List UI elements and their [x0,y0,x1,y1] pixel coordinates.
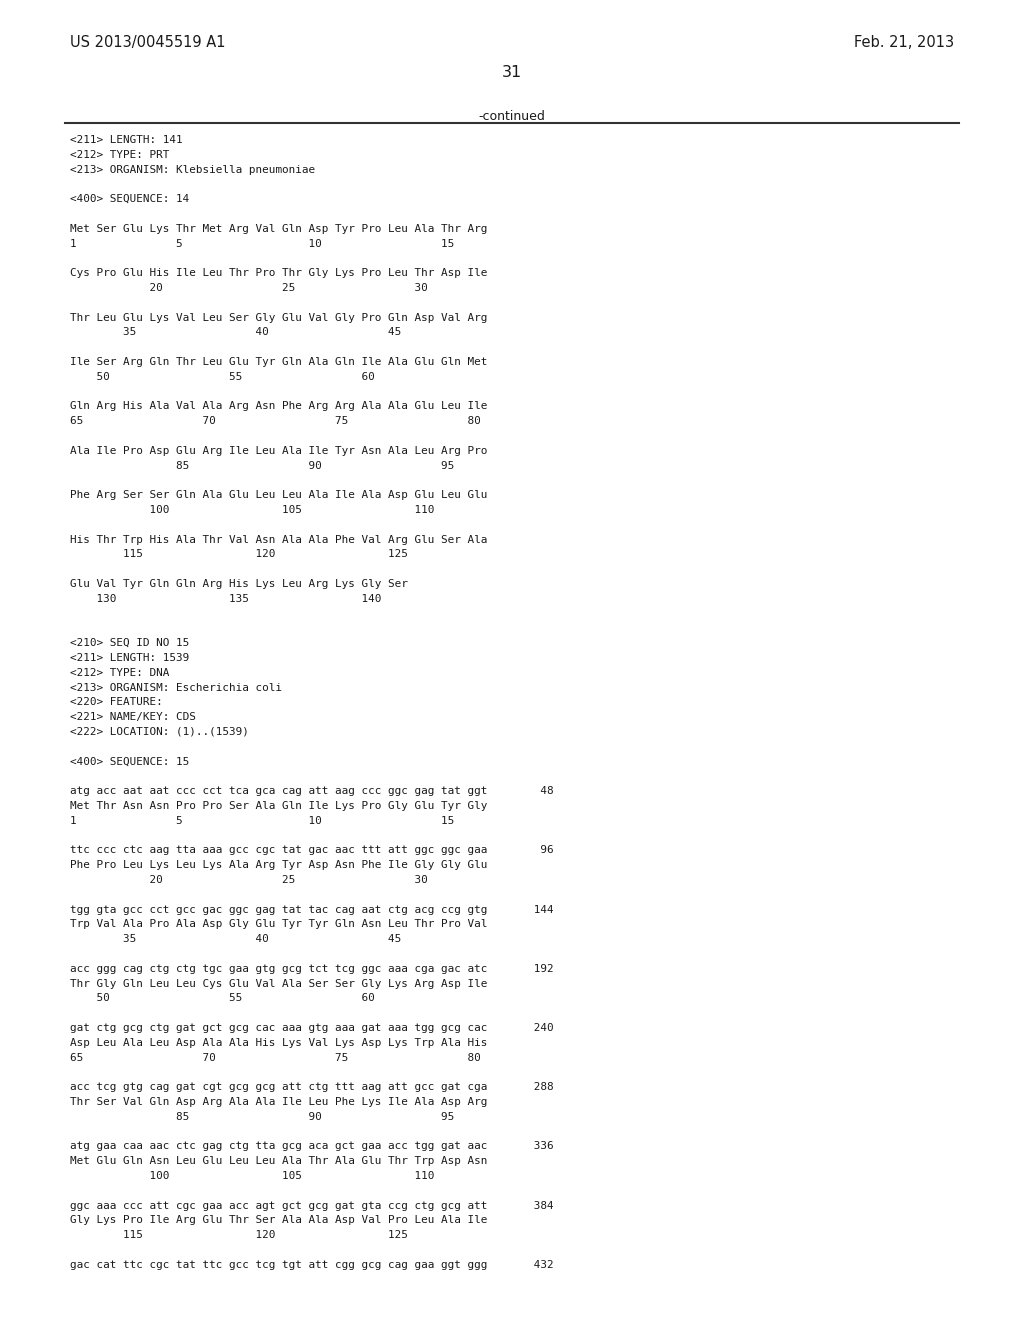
Text: <400> SEQUENCE: 14: <400> SEQUENCE: 14 [70,194,189,205]
Text: <212> TYPE: PRT: <212> TYPE: PRT [70,149,169,160]
Text: Gln Arg His Ala Val Ala Arg Asn Phe Arg Arg Ala Ala Glu Leu Ile: Gln Arg His Ala Val Ala Arg Asn Phe Arg … [70,401,487,412]
Text: <210> SEQ ID NO 15: <210> SEQ ID NO 15 [70,638,189,648]
Text: 65                  70                  75                  80: 65 70 75 80 [70,1052,480,1063]
Text: Met Thr Asn Asn Pro Pro Ser Ala Gln Ile Lys Pro Gly Glu Tyr Gly: Met Thr Asn Asn Pro Pro Ser Ala Gln Ile … [70,801,487,810]
Text: 130                 135                 140: 130 135 140 [70,594,381,603]
Text: <221> NAME/KEY: CDS: <221> NAME/KEY: CDS [70,713,196,722]
Text: tgg gta gcc cct gcc gac ggc gag tat tac cag aat ctg acg ccg gtg       144: tgg gta gcc cct gcc gac ggc gag tat tac … [70,904,554,915]
Text: 100                 105                 110: 100 105 110 [70,1171,434,1181]
Text: Ile Ser Arg Gln Thr Leu Glu Tyr Gln Ala Gln Ile Ala Glu Gln Met: Ile Ser Arg Gln Thr Leu Glu Tyr Gln Ala … [70,356,487,367]
Text: 20                  25                  30: 20 25 30 [70,875,428,884]
Text: 85                  90                  95: 85 90 95 [70,1111,455,1122]
Text: Met Glu Gln Asn Leu Glu Leu Leu Ala Thr Ala Glu Thr Trp Asp Asn: Met Glu Gln Asn Leu Glu Leu Leu Ala Thr … [70,1156,487,1166]
Text: ttc ccc ctc aag tta aaa gcc cgc tat gac aac ttt att ggc ggc gaa        96: ttc ccc ctc aag tta aaa gcc cgc tat gac … [70,845,554,855]
Text: Feb. 21, 2013: Feb. 21, 2013 [854,36,954,50]
Text: Glu Val Tyr Gln Gln Arg His Lys Leu Arg Lys Gly Ser: Glu Val Tyr Gln Gln Arg His Lys Leu Arg … [70,579,408,589]
Text: acc tcg gtg cag gat cgt gcg gcg att ctg ttt aag att gcc gat cga       288: acc tcg gtg cag gat cgt gcg gcg att ctg … [70,1082,554,1092]
Text: atg gaa caa aac ctc gag ctg tta gcg aca gct gaa acc tgg gat aac       336: atg gaa caa aac ctc gag ctg tta gcg aca … [70,1142,554,1151]
Text: His Thr Trp His Ala Thr Val Asn Ala Ala Phe Val Arg Glu Ser Ala: His Thr Trp His Ala Thr Val Asn Ala Ala … [70,535,487,545]
Text: acc ggg cag ctg ctg tgc gaa gtg gcg tct tcg ggc aaa cga gac atc       192: acc ggg cag ctg ctg tgc gaa gtg gcg tct … [70,964,554,974]
Text: <222> LOCATION: (1)..(1539): <222> LOCATION: (1)..(1539) [70,727,249,737]
Text: <400> SEQUENCE: 15: <400> SEQUENCE: 15 [70,756,189,767]
Text: 20                  25                  30: 20 25 30 [70,282,428,293]
Text: atg acc aat aat ccc cct tca gca cag att aag ccc ggc gag tat ggt        48: atg acc aat aat ccc cct tca gca cag att … [70,787,554,796]
Text: 1               5                   10                  15: 1 5 10 15 [70,239,455,248]
Text: Asp Leu Ala Leu Asp Ala Ala His Lys Val Lys Asp Lys Trp Ala His: Asp Leu Ala Leu Asp Ala Ala His Lys Val … [70,1038,487,1048]
Text: 35                  40                  45: 35 40 45 [70,935,401,944]
Text: <220> FEATURE:: <220> FEATURE: [70,697,163,708]
Text: Thr Leu Glu Lys Val Leu Ser Gly Glu Val Gly Pro Gln Asp Val Arg: Thr Leu Glu Lys Val Leu Ser Gly Glu Val … [70,313,487,322]
Text: gat ctg gcg ctg gat gct gcg cac aaa gtg aaa gat aaa tgg gcg cac       240: gat ctg gcg ctg gat gct gcg cac aaa gtg … [70,1023,554,1034]
Text: US 2013/0045519 A1: US 2013/0045519 A1 [70,36,225,50]
Text: Trp Val Ala Pro Ala Asp Gly Glu Tyr Tyr Gln Asn Leu Thr Pro Val: Trp Val Ala Pro Ala Asp Gly Glu Tyr Tyr … [70,920,487,929]
Text: 31: 31 [502,65,522,81]
Text: Phe Arg Ser Ser Gln Ala Glu Leu Leu Ala Ile Ala Asp Glu Leu Glu: Phe Arg Ser Ser Gln Ala Glu Leu Leu Ala … [70,490,487,500]
Text: Thr Gly Gln Leu Leu Cys Glu Val Ala Ser Ser Gly Lys Arg Asp Ile: Thr Gly Gln Leu Leu Cys Glu Val Ala Ser … [70,978,487,989]
Text: 115                 120                 125: 115 120 125 [70,549,408,560]
Text: <211> LENGTH: 1539: <211> LENGTH: 1539 [70,653,189,663]
Text: Thr Ser Val Gln Asp Arg Ala Ala Ile Leu Phe Lys Ile Ala Asp Arg: Thr Ser Val Gln Asp Arg Ala Ala Ile Leu … [70,1097,487,1107]
Text: Cys Pro Glu His Ile Leu Thr Pro Thr Gly Lys Pro Leu Thr Asp Ile: Cys Pro Glu His Ile Leu Thr Pro Thr Gly … [70,268,487,279]
Text: 35                  40                  45: 35 40 45 [70,327,401,338]
Text: <211> LENGTH: 141: <211> LENGTH: 141 [70,135,182,145]
Text: <213> ORGANISM: Klebsiella pneumoniae: <213> ORGANISM: Klebsiella pneumoniae [70,165,315,174]
Text: 100                 105                 110: 100 105 110 [70,506,434,515]
Text: <212> TYPE: DNA: <212> TYPE: DNA [70,668,169,677]
Text: 115                 120                 125: 115 120 125 [70,1230,408,1241]
Text: ggc aaa ccc att cgc gaa acc agt gct gcg gat gta ccg ctg gcg att       384: ggc aaa ccc att cgc gaa acc agt gct gcg … [70,1201,554,1210]
Text: 1               5                   10                  15: 1 5 10 15 [70,816,455,826]
Text: gac cat ttc cgc tat ttc gcc tcg tgt att cgg gcg cag gaa ggt ggg       432: gac cat ttc cgc tat ttc gcc tcg tgt att … [70,1259,554,1270]
Text: 65                  70                  75                  80: 65 70 75 80 [70,416,480,426]
Text: <213> ORGANISM: Escherichia coli: <213> ORGANISM: Escherichia coli [70,682,282,693]
Text: -continued: -continued [478,110,546,123]
Text: Met Ser Glu Lys Thr Met Arg Val Gln Asp Tyr Pro Leu Ala Thr Arg: Met Ser Glu Lys Thr Met Arg Val Gln Asp … [70,224,487,234]
Text: 50                  55                  60: 50 55 60 [70,372,375,381]
Text: Ala Ile Pro Asp Glu Arg Ile Leu Ala Ile Tyr Asn Ala Leu Arg Pro: Ala Ile Pro Asp Glu Arg Ile Leu Ala Ile … [70,446,487,455]
Text: Gly Lys Pro Ile Arg Glu Thr Ser Ala Ala Asp Val Pro Leu Ala Ile: Gly Lys Pro Ile Arg Glu Thr Ser Ala Ala … [70,1216,487,1225]
Text: 50                  55                  60: 50 55 60 [70,994,375,1003]
Text: 85                  90                  95: 85 90 95 [70,461,455,471]
Text: Phe Pro Leu Lys Leu Lys Ala Arg Tyr Asp Asn Phe Ile Gly Gly Glu: Phe Pro Leu Lys Leu Lys Ala Arg Tyr Asp … [70,861,487,870]
